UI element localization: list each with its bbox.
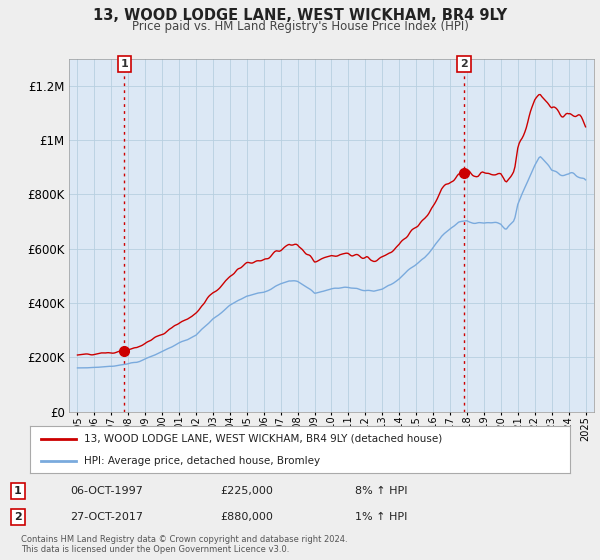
Text: 13, WOOD LODGE LANE, WEST WICKHAM, BR4 9LY: 13, WOOD LODGE LANE, WEST WICKHAM, BR4 9… [93, 8, 507, 24]
Text: 1: 1 [14, 486, 22, 496]
Text: 1% ↑ HPI: 1% ↑ HPI [355, 512, 407, 522]
Text: Price paid vs. HM Land Registry's House Price Index (HPI): Price paid vs. HM Land Registry's House … [131, 20, 469, 32]
Text: 8% ↑ HPI: 8% ↑ HPI [355, 486, 407, 496]
Text: 2: 2 [14, 512, 22, 522]
Text: £225,000: £225,000 [220, 486, 273, 496]
Text: £880,000: £880,000 [220, 512, 273, 522]
Text: 06-OCT-1997: 06-OCT-1997 [70, 486, 143, 496]
Text: 2: 2 [460, 59, 468, 69]
Text: 27-OCT-2017: 27-OCT-2017 [70, 512, 143, 522]
Text: 1: 1 [121, 59, 128, 69]
Text: HPI: Average price, detached house, Bromley: HPI: Average price, detached house, Brom… [84, 456, 320, 466]
Text: 13, WOOD LODGE LANE, WEST WICKHAM, BR4 9LY (detached house): 13, WOOD LODGE LANE, WEST WICKHAM, BR4 9… [84, 434, 442, 444]
Text: Contains HM Land Registry data © Crown copyright and database right 2024.
This d: Contains HM Land Registry data © Crown c… [21, 535, 347, 554]
